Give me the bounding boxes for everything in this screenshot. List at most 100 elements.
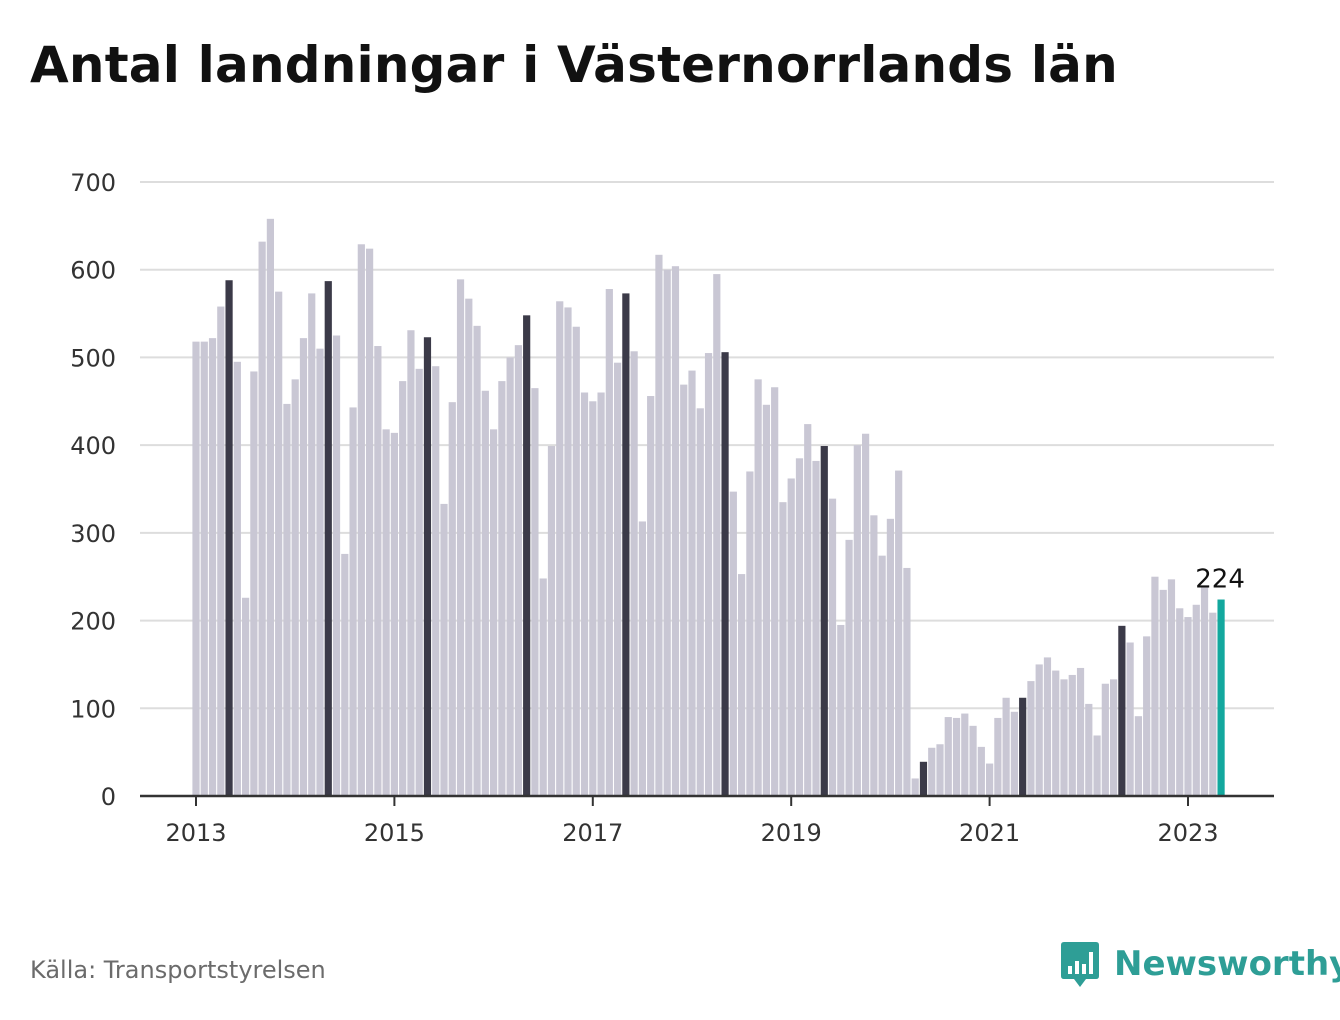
bar — [688, 370, 696, 796]
bar — [961, 713, 969, 796]
bar — [787, 478, 795, 796]
bar — [812, 460, 820, 796]
bar — [903, 567, 911, 796]
bar — [440, 503, 448, 796]
bar — [291, 379, 299, 796]
bar — [655, 254, 663, 797]
y-tick-label: 0 — [101, 783, 116, 811]
bar — [1019, 697, 1027, 796]
bar — [580, 392, 589, 796]
bar — [870, 515, 878, 796]
bar — [1043, 657, 1052, 796]
brand-logo[interactable]: Newsworthy — [1060, 940, 1340, 988]
bar — [1101, 683, 1109, 796]
bar — [316, 348, 324, 796]
annotations: 224 — [1195, 565, 1245, 595]
bar — [1010, 711, 1018, 796]
bar — [556, 301, 564, 796]
bar — [886, 518, 894, 796]
bar — [423, 337, 432, 796]
bar — [952, 717, 961, 796]
chart-title: Antal landningar i Västernorrlands län — [30, 36, 1118, 94]
brand-name: Newsworthy — [1114, 944, 1340, 984]
bar — [324, 281, 332, 796]
y-axis-ticks: 0 100 200 300 400 500 600 700 — [70, 169, 116, 811]
bar — [539, 578, 547, 796]
bar — [233, 361, 241, 796]
bar — [283, 403, 291, 796]
bar — [622, 293, 630, 796]
bar — [506, 357, 514, 796]
bar — [986, 763, 994, 796]
bar — [407, 330, 415, 796]
bar — [1085, 703, 1093, 796]
bar — [1052, 670, 1060, 796]
bar — [696, 408, 704, 796]
bar — [1076, 667, 1085, 796]
bar — [1126, 642, 1134, 796]
bar — [531, 388, 539, 796]
bar — [192, 341, 200, 796]
bar — [490, 429, 498, 796]
bar — [266, 218, 274, 797]
bar — [498, 381, 506, 796]
bar — [779, 502, 787, 796]
bar — [589, 401, 597, 796]
y-tick-label: 700 — [70, 169, 116, 197]
source-note: Källa: Transportstyrelsen — [30, 956, 326, 984]
bar — [895, 470, 903, 796]
bar — [1143, 636, 1151, 796]
bar — [614, 362, 622, 796]
bar — [1002, 697, 1010, 796]
bar — [647, 396, 655, 796]
bar — [729, 491, 737, 796]
bar — [1060, 679, 1068, 796]
bar — [250, 371, 258, 796]
y-tick-label: 500 — [70, 344, 116, 372]
bar — [663, 269, 671, 797]
bar — [721, 352, 729, 796]
bar — [828, 498, 837, 796]
bar — [845, 539, 853, 796]
x-tick-label: 2023 — [1157, 819, 1218, 847]
bar — [456, 279, 465, 796]
bar — [944, 717, 952, 796]
bar — [1192, 604, 1200, 796]
bar — [1217, 599, 1225, 796]
bar — [853, 445, 861, 796]
bar — [473, 325, 481, 796]
bar — [208, 338, 217, 796]
bar — [597, 392, 605, 796]
bar — [390, 432, 398, 796]
bar — [746, 471, 754, 796]
bar — [1184, 617, 1192, 796]
data-label-latest: 224 — [1195, 565, 1245, 595]
bar — [977, 746, 985, 796]
bar — [738, 574, 746, 796]
bar — [1118, 625, 1126, 796]
bar — [1151, 576, 1159, 796]
bar — [928, 747, 936, 796]
bar — [1093, 735, 1101, 796]
bar — [1110, 679, 1118, 796]
bar — [225, 280, 233, 796]
bar — [481, 390, 489, 796]
x-tick-label: 2015 — [364, 819, 425, 847]
bar — [382, 429, 390, 796]
bar — [1176, 608, 1184, 796]
y-tick-label: 100 — [70, 695, 116, 723]
bar — [572, 326, 580, 796]
bar — [332, 335, 341, 796]
x-tick-label: 2017 — [562, 819, 623, 847]
bar — [837, 624, 845, 796]
bar — [523, 315, 531, 796]
bar — [704, 353, 713, 796]
y-tick-label: 400 — [70, 432, 116, 460]
bar — [605, 289, 613, 796]
bar — [258, 241, 266, 796]
bar — [1167, 579, 1176, 796]
bar — [448, 402, 456, 796]
bar — [1209, 612, 1217, 796]
bar — [771, 387, 779, 796]
